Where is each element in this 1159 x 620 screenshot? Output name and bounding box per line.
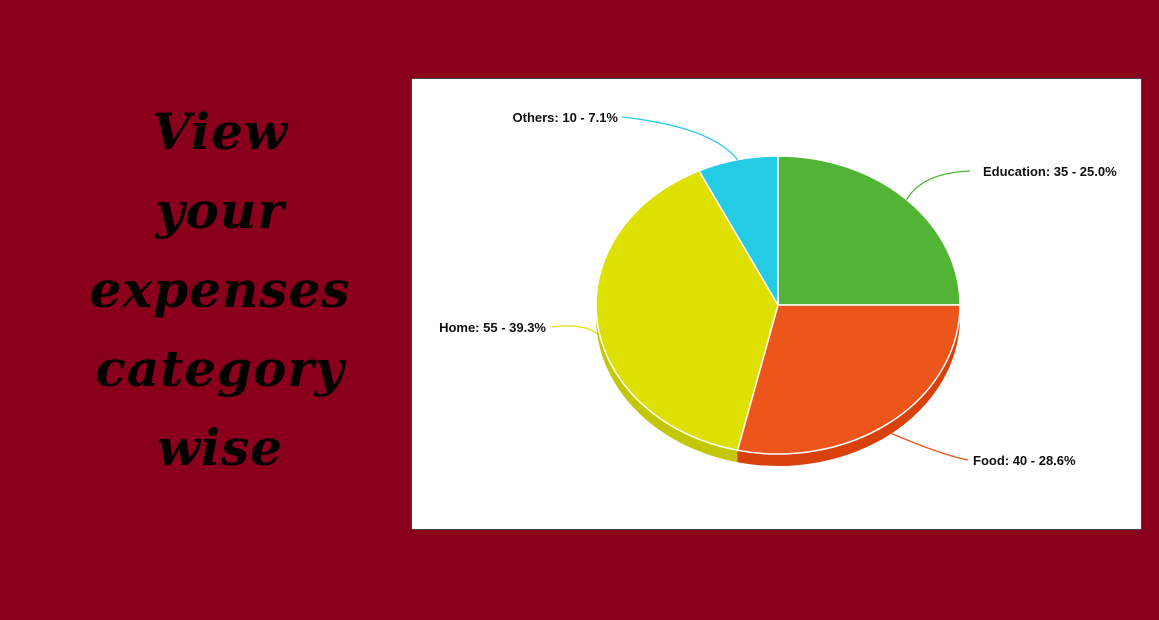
pie-depth-group: [596, 305, 960, 466]
pie-slice-home[interactable]: [595, 170, 779, 452]
slice-label-food: Food: 40 - 28.6%: [973, 453, 1076, 468]
pie-chart-card: Education: 35 - 25.0% Food: 40 - 28.6% Hom…: [411, 78, 1142, 530]
leader-line-food: [891, 432, 969, 461]
slice-label-education: Education: 35 - 25.0%: [983, 164, 1117, 179]
slice-label-home: Home: 55 - 39.3%: [439, 320, 546, 335]
headline-line-3: expenses: [89, 260, 351, 319]
pie-chart: Education: 35 - 25.0% Food: 40 - 28.6% Hom…: [439, 110, 1117, 468]
headline-line-1: View: [152, 102, 288, 161]
headline-line-2: your: [155, 181, 285, 240]
pie-depth-home: [596, 305, 738, 463]
leader-line-education: [906, 170, 971, 200]
headline: View your expenses category wise: [60, 92, 380, 487]
pie-labels-group: Education: 35 - 25.0% Food: 40 - 28.6% Hom…: [439, 110, 1117, 468]
pie-slices-group: [595, 155, 961, 455]
pie-leader-lines-group: [551, 116, 971, 461]
leader-line-home: [551, 325, 598, 335]
headline-line-5: wise: [157, 418, 283, 477]
headline-line-4: category: [95, 339, 345, 398]
pie-slice-food[interactable]: [736, 304, 961, 455]
slice-label-others: Others: 10 - 7.1%: [513, 110, 619, 125]
leader-line-others: [621, 116, 739, 161]
